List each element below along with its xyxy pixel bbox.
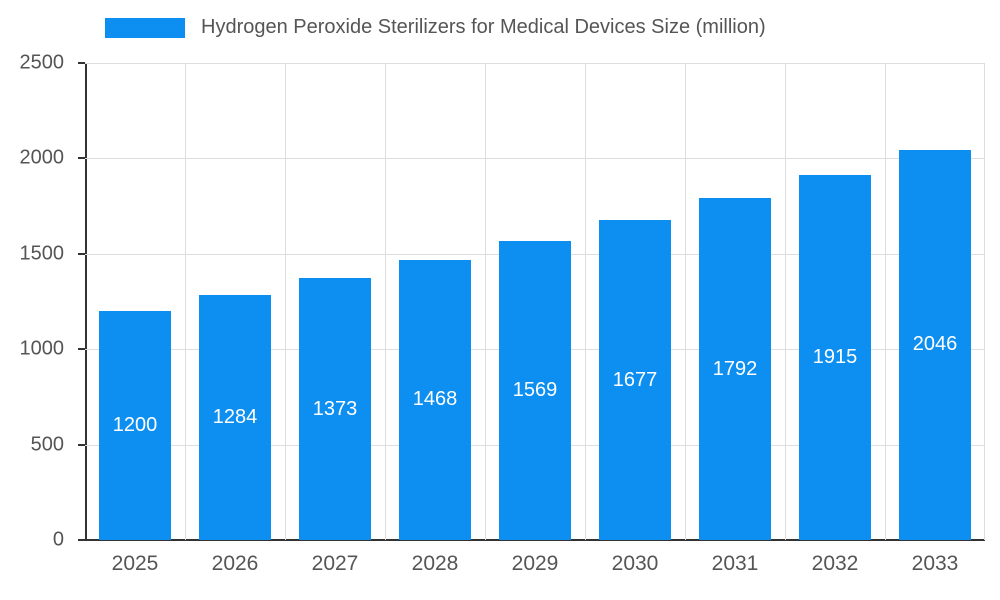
gridline-vertical [785,63,786,540]
bar-value-label: 1373 [312,397,358,420]
x-axis-label: 2025 [111,552,159,575]
chart-title: Hydrogen Peroxide Sterilizers for Medica… [201,16,766,38]
gridline-vertical [485,63,486,540]
y-axis-tick-icon [78,348,85,351]
bar-2028[interactable]: 1468 [399,259,471,540]
x-axis-label: 2031 [711,552,759,575]
bar-2026[interactable]: 1284 [199,295,271,540]
gridline-vertical [585,63,586,540]
gridline-vertical [185,63,186,540]
x-axis-label: 2033 [911,552,959,575]
x-axis-label: 2026 [211,552,259,575]
y-axis-tick-icon [78,62,85,64]
y-axis-tick-label: 2000 [19,146,65,169]
gridline-vertical [685,63,686,540]
bar-value-label: 1468 [412,388,458,411]
x-axis: 2025 2026 2027 2028 2029 2030 2031 2032 2033 [85,552,985,582]
x-axis-label: 2030 [611,552,659,575]
bar-2032[interactable]: 1915 [799,174,871,540]
y-axis: 0 500 1000 1500 2000 2500 [0,52,78,551]
bar-2030[interactable]: 1677 [599,220,671,540]
y-axis-tick-icon [78,252,85,255]
gridline-horizontal [85,63,985,64]
bar-2029[interactable]: 1569 [499,240,571,540]
gridline-vertical [285,63,286,540]
gridline-horizontal [85,158,985,160]
x-axis-label: 2032 [811,552,859,575]
legend-swatch-icon [105,17,185,38]
y-axis-tick-label: 1000 [19,337,65,360]
y-axis-tick-icon [78,157,85,160]
bar-2025[interactable]: 1200 [99,311,171,540]
y-axis-tick-icon [78,443,85,446]
bar-value-label: 1792 [712,357,758,380]
gridline-vertical [984,63,985,540]
x-axis-label: 2027 [311,552,359,575]
y-axis-line [85,63,87,540]
bar-value-label: 2046 [912,333,958,356]
bar-value-label: 1569 [512,378,558,401]
gridline-vertical [385,63,386,540]
gridline-vertical [885,63,886,540]
y-axis-tick-label: 1500 [19,242,65,265]
bar-value-label: 1284 [212,406,258,428]
bar-2033[interactable]: 2046 [899,149,971,540]
bar-2031[interactable]: 1792 [699,198,771,540]
bar-value-label: 1677 [612,368,658,391]
bar-2027[interactable]: 1373 [299,278,371,540]
x-axis-line [85,539,985,541]
y-axis-tick-label: 2500 [19,51,65,74]
bar-value-label: 1200 [112,414,158,437]
y-axis-tick-icon [78,539,85,541]
x-axis-label: 2029 [511,552,559,575]
y-axis-tick-label: 500 [30,433,64,456]
y-axis-tick-label: 0 [52,528,64,551]
chart-legend[interactable]: Hydrogen Peroxide Sterilizers for Medica… [105,16,766,39]
plot-area: 1200 1284 1373 1468 1569 1677 1792 1915 2046 [78,62,985,541]
bar-value-label: 1915 [812,345,858,368]
x-axis-label: 2028 [411,552,459,575]
